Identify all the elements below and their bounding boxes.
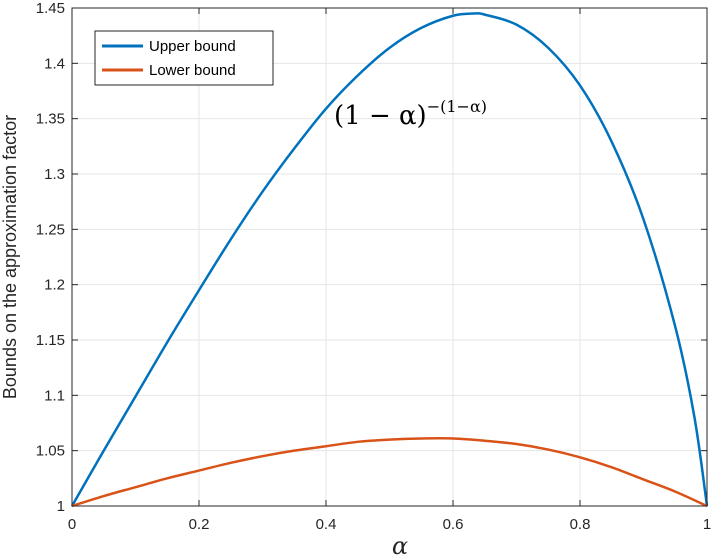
- formula-annotation: (1 − α)−(1−α): [334, 97, 487, 131]
- series-line-upper-bound: [70, 12, 709, 507]
- y-axis-label: Bounds on the approximation factor: [0, 115, 20, 399]
- y-tick-label: 1.05: [36, 443, 65, 460]
- x-tick-label: 0.6: [443, 516, 464, 533]
- x-tick-label: 0.4: [316, 516, 337, 533]
- legend-label-upper: Upper bound: [149, 38, 236, 55]
- series-line-lower-bound: [71, 437, 708, 508]
- y-tick-label: 1.2: [44, 277, 65, 294]
- x-tick-label: 0.8: [570, 516, 591, 533]
- y-tick-label: 1.1: [44, 387, 65, 404]
- plot-area: [72, 8, 707, 506]
- legend-box: [94, 30, 274, 86]
- y-tick-label: 1.15: [36, 332, 65, 349]
- x-tick-label: 1: [703, 516, 711, 533]
- formula-exponent: −(1−α): [427, 97, 487, 116]
- y-tick-label: 1.25: [36, 221, 65, 238]
- y-tick-label: 1.35: [36, 111, 65, 128]
- x-axis-label: α: [392, 532, 408, 558]
- x-tick-label: 0.2: [189, 516, 210, 533]
- legend: Upper bound Lower bound: [94, 30, 274, 86]
- ticks: [71, 7, 708, 507]
- y-tick-label: 1.4: [44, 55, 65, 72]
- y-tick-label: 1: [57, 498, 65, 515]
- tick-labels: 0 0.2 0.4 0.6 0.8 1 1 1.05 1.1 1.15 1.2 1.25 1.3 1.35…: [36, 0, 711, 533]
- axes-box: [71, 7, 708, 507]
- y-tick-label: 1.3: [44, 166, 65, 183]
- series-lines: [70, 12, 709, 508]
- formula-base: (1 − α): [334, 101, 427, 131]
- y-tick-label: 1.45: [36, 0, 65, 17]
- legend-label-lower: Lower bound: [149, 62, 236, 79]
- x-tick-label: 0: [68, 516, 76, 533]
